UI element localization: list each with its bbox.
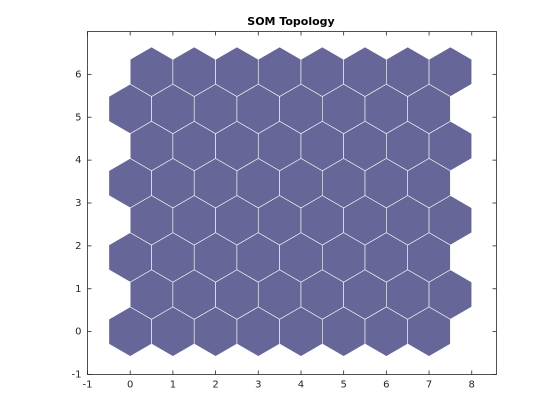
x-tick-label: 3 (255, 380, 261, 391)
x-tick-label: 6 (383, 380, 389, 391)
y-tick-label: 4 (75, 155, 81, 166)
y-tick-label: 5 (75, 112, 81, 123)
y-tick-label: 1 (75, 284, 81, 295)
y-tick-label: 2 (75, 241, 81, 252)
x-tick-label: 5 (340, 380, 346, 391)
x-tick-label: 8 (469, 380, 475, 391)
x-tick-label: 7 (426, 380, 432, 391)
y-tick-label: -1 (72, 370, 82, 381)
y-tick-label: 3 (75, 198, 81, 209)
y-tick-label: 0 (75, 327, 81, 338)
x-tick-label: 1 (170, 380, 176, 391)
x-tick-label: 0 (127, 380, 133, 391)
chart-title: SOM Topology (247, 15, 334, 28)
y-tick-label: 6 (75, 69, 81, 80)
x-tick-label: 2 (212, 380, 218, 391)
x-tick-label: 4 (298, 380, 304, 391)
x-tick-label: -1 (83, 380, 93, 391)
neuron-hexagon (428, 46, 473, 97)
